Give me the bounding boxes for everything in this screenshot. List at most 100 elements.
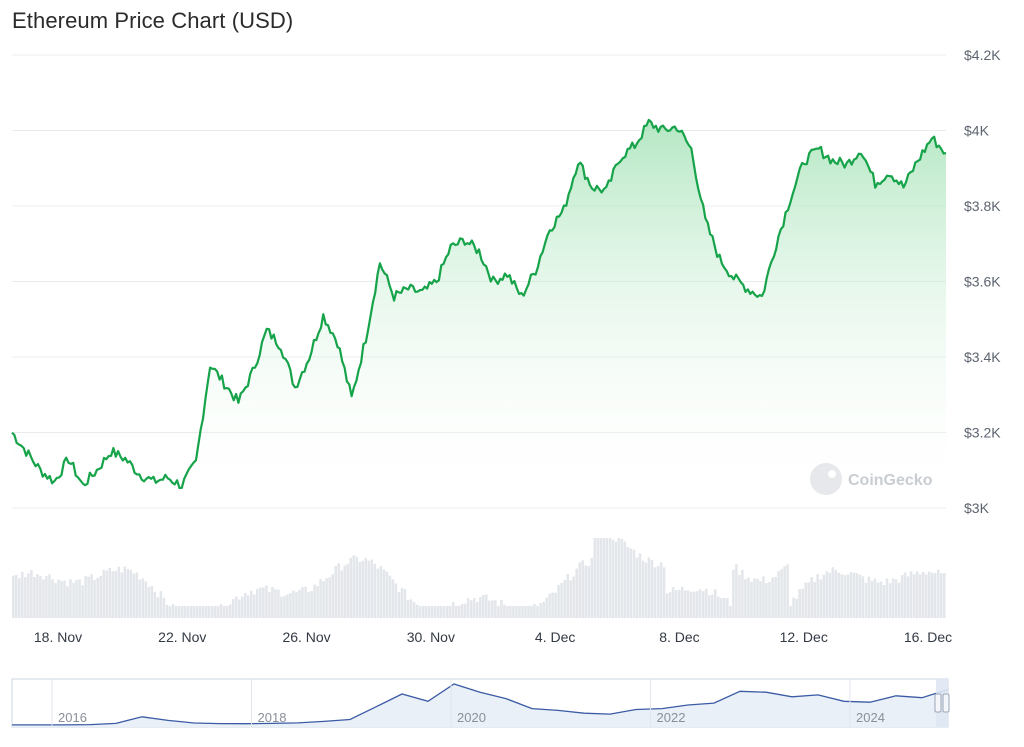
volume-bar	[262, 587, 265, 618]
volume-bar	[48, 574, 51, 618]
volume-bar	[75, 580, 78, 618]
volume-bar	[207, 606, 211, 618]
volume-bar	[915, 571, 919, 618]
volume-bar	[238, 599, 241, 618]
volume-bar	[30, 570, 33, 618]
volume-bar	[448, 606, 452, 618]
volume-bar	[879, 581, 883, 618]
volume-bar	[283, 596, 286, 618]
volume-bar	[352, 555, 356, 618]
volume-bar	[668, 592, 672, 618]
volume-bar	[930, 572, 934, 618]
volume-bar	[804, 582, 807, 618]
navigator[interactable]: 2016 2018 2020 2022 2024	[11, 678, 950, 728]
y-tick-label: $3.8K	[964, 198, 1001, 214]
volume-bar	[539, 603, 542, 618]
navigator-handle-left[interactable]	[934, 693, 942, 713]
volume-bar	[340, 570, 343, 618]
volume-bar	[828, 572, 832, 618]
volume-bar	[376, 568, 380, 618]
y-tick-label: $4.2K	[964, 47, 1001, 63]
volume-bar	[102, 569, 105, 618]
volume-bar	[557, 584, 560, 618]
x-axis-labels: 18. Nov 22. Nov 26. Nov 30. Nov 4. Dec 8. Dec…	[34, 629, 952, 645]
volume-bar	[780, 569, 783, 618]
volume-bar	[548, 593, 551, 618]
navigator-area	[12, 684, 948, 727]
y-tick-label: $3.2K	[964, 425, 1001, 441]
volume-bar	[222, 606, 226, 618]
navigator-line	[12, 683, 949, 726]
volume-bar	[741, 570, 744, 618]
volume-bar	[732, 569, 735, 618]
navigator-handle-right[interactable]	[942, 693, 950, 713]
volume-bar	[247, 595, 250, 618]
volume-bar	[723, 597, 726, 618]
volume-bar	[271, 586, 274, 618]
volume-bar	[572, 576, 575, 618]
y-tick-label: $4K	[964, 123, 990, 139]
volume-bar	[494, 600, 497, 618]
volume-bar	[563, 580, 566, 618]
volume-bar	[168, 606, 172, 618]
volume-bar	[530, 606, 533, 618]
volume-bar	[714, 589, 717, 618]
volume-bar	[165, 604, 169, 618]
volume-bar	[51, 579, 54, 618]
volume-bar	[753, 578, 756, 618]
volume-bar	[63, 580, 66, 618]
volume-bar	[527, 606, 530, 618]
volume-bar	[250, 590, 253, 618]
volume-bar	[864, 582, 868, 618]
volume-bar	[45, 576, 48, 618]
volume-bar	[466, 598, 470, 618]
volume-bar	[21, 571, 24, 618]
x-tick-label: 22. Nov	[158, 629, 206, 645]
volume-bar	[153, 591, 157, 618]
volume-bar	[201, 606, 205, 618]
volume-bar	[292, 590, 295, 618]
volume-bar	[849, 572, 853, 618]
x-tick-label: 4. Dec	[535, 629, 575, 645]
volume-bar	[894, 579, 898, 618]
volume-bar	[418, 606, 422, 618]
volume-bar	[795, 598, 798, 618]
volume-bar	[662, 567, 666, 618]
volume-bar	[918, 574, 922, 618]
volume-bar	[90, 574, 93, 618]
price-area-fill	[12, 119, 946, 509]
volume-bar	[84, 576, 87, 618]
volume-bar	[39, 575, 42, 618]
x-tick-label: 18. Nov	[34, 629, 82, 645]
volume-bar	[855, 573, 859, 618]
navigator-selection[interactable]	[936, 679, 948, 727]
volume-bar	[57, 579, 60, 618]
volume-bars	[12, 538, 946, 618]
volume-bar	[412, 602, 416, 618]
volume-bar	[289, 593, 292, 618]
volume-bar	[509, 606, 512, 618]
x-tick-label: 12. Dec	[780, 629, 828, 645]
volume-bar	[144, 581, 148, 618]
volume-bar	[677, 589, 681, 618]
volume-bar	[204, 606, 208, 618]
navigator-tick-label: 2022	[657, 710, 686, 725]
volume-bar	[138, 579, 142, 618]
volume-bar	[403, 589, 407, 618]
volume-bar	[162, 597, 166, 618]
volume-bar	[141, 578, 145, 618]
volume-bar	[117, 566, 121, 618]
navigator-tick-label: 2018	[258, 710, 287, 725]
volume-bar	[759, 581, 762, 618]
volume-bar	[590, 557, 594, 618]
volume-bar	[735, 564, 738, 618]
volume-bar	[888, 583, 892, 618]
volume-bar	[313, 584, 316, 618]
volume-bar	[147, 587, 151, 618]
volume-bar	[813, 581, 816, 618]
volume-bar	[822, 574, 826, 618]
volume-bar	[650, 560, 654, 618]
volume-bar	[451, 602, 455, 618]
volume-bar	[370, 559, 374, 618]
volume-bar	[671, 587, 675, 618]
